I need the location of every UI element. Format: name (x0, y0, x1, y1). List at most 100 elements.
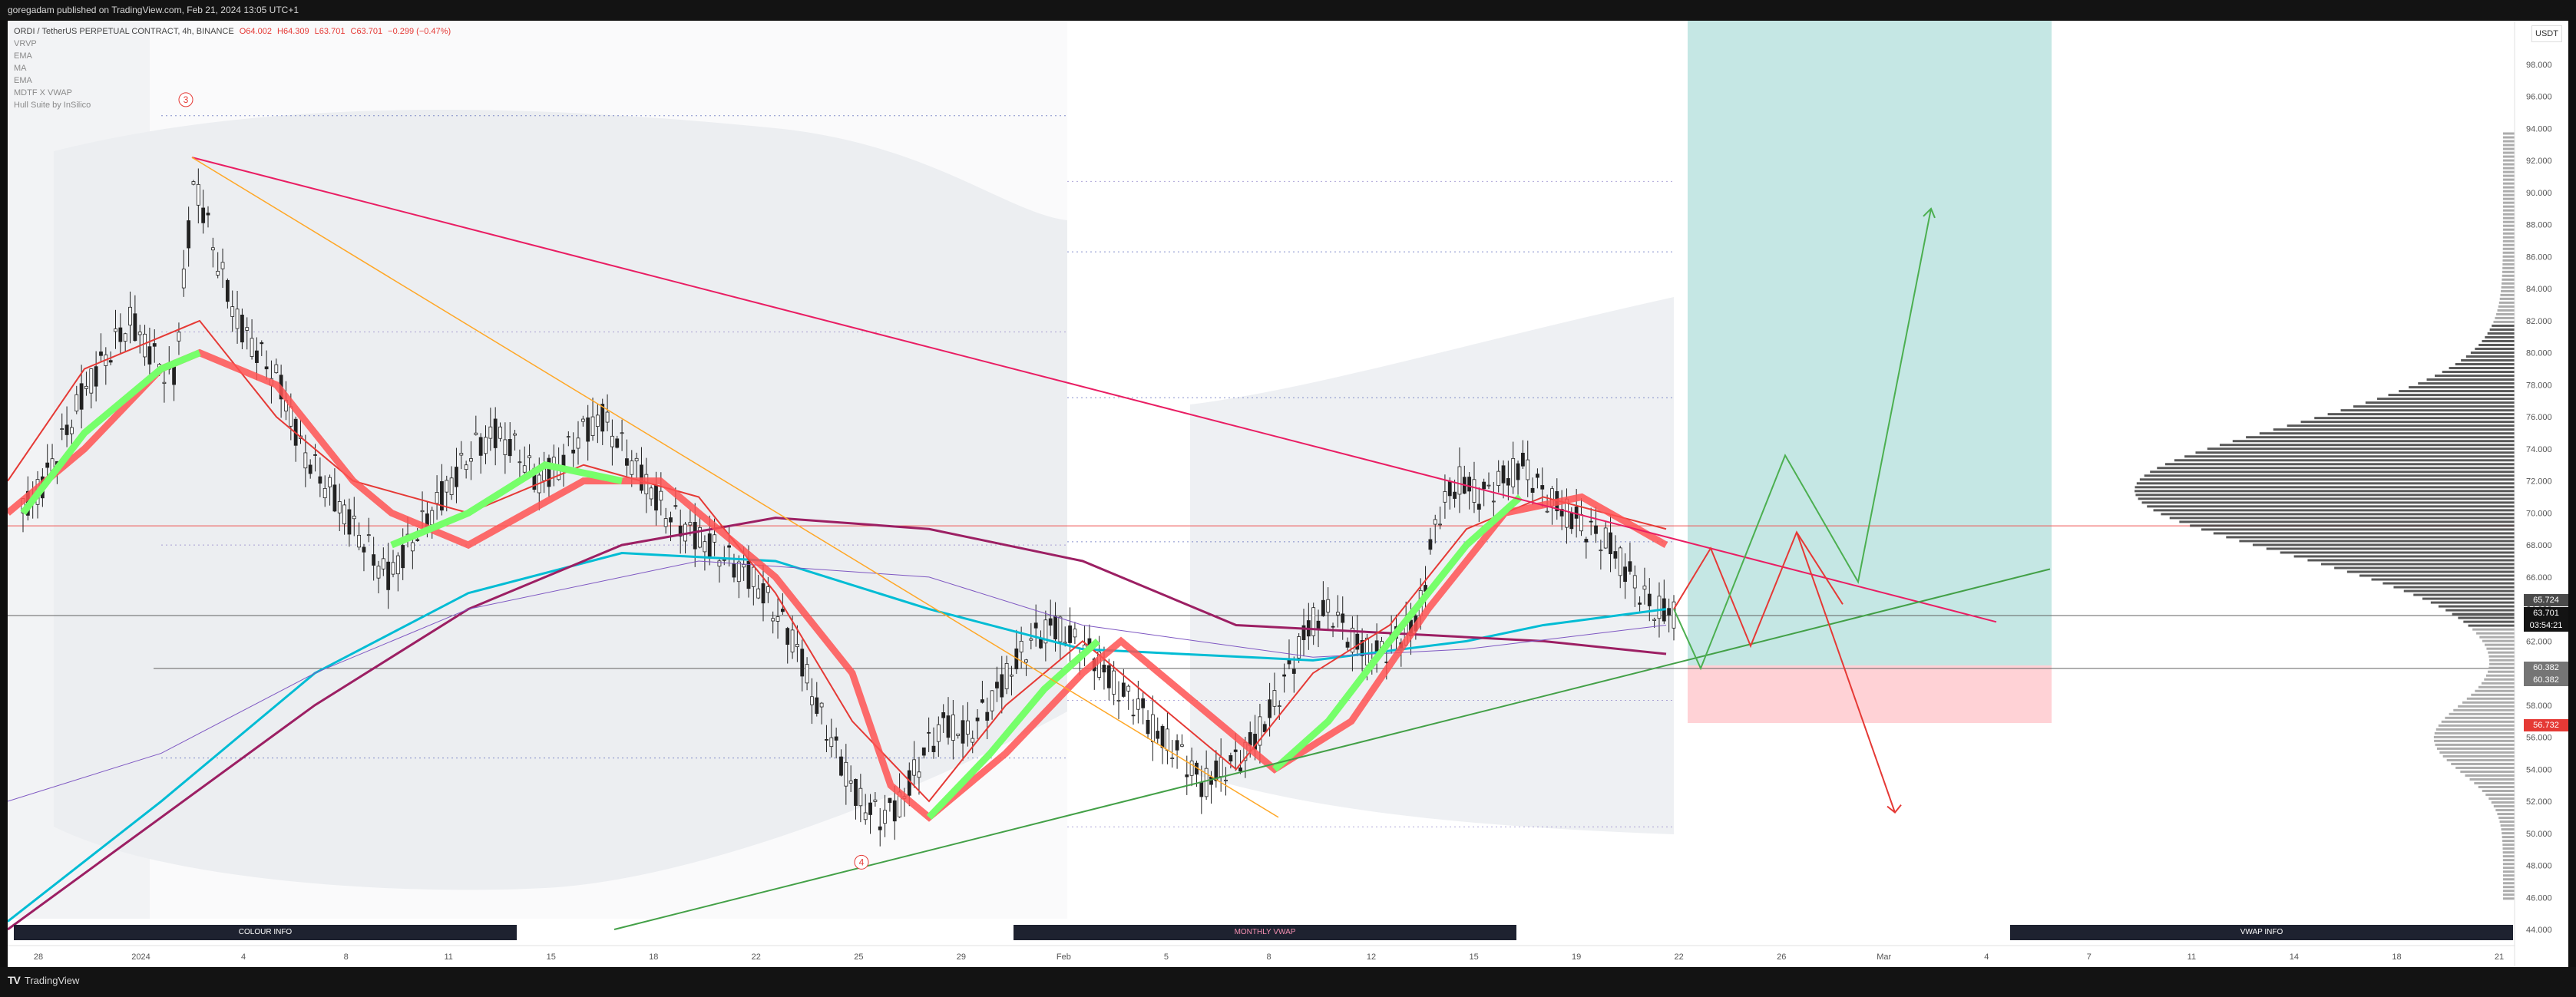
volume-profile-bar (2442, 754, 2515, 758)
volume-profile-bar (2486, 647, 2515, 650)
candle-body (508, 439, 512, 457)
volume-profile-bar (2259, 432, 2515, 435)
chart-canvas[interactable]: 3498.00096.00094.00092.00090.00088.00086… (8, 21, 2568, 967)
volume-profile-bar (2232, 440, 2515, 443)
candle-body (985, 711, 990, 721)
volume-profile-bar (2293, 555, 2515, 558)
volume-profile-bar (2478, 343, 2515, 346)
legend-change: −0.299 (−0.47%) (388, 27, 451, 36)
candle-body (1341, 613, 1345, 623)
volume-profile-bar (2300, 421, 2515, 424)
candle-body (1268, 699, 1271, 718)
volume-profile-bar (2499, 820, 2515, 824)
volume-profile-bar (2502, 867, 2515, 870)
candle-body (542, 468, 547, 481)
volume-profile-bar (2445, 716, 2515, 719)
volume-profile-bar (2475, 689, 2515, 692)
candle-body (634, 457, 639, 461)
legend-indicator-vrvp[interactable]: VRVP (14, 39, 37, 48)
candle-body (1501, 465, 1506, 484)
volume-profile-bar (2141, 501, 2515, 504)
time-tick-label: 12 (1367, 952, 1376, 962)
volume-profile-bar (2502, 278, 2515, 281)
price-tick-label: 68.000 (2526, 541, 2552, 550)
candle-body (1063, 642, 1067, 644)
volume-profile-bar (2502, 247, 2515, 250)
candle-body (245, 327, 250, 331)
volume-profile-bar (2174, 459, 2515, 462)
candle-body (1457, 466, 1462, 495)
candle-body (1345, 642, 1350, 648)
price-tick-label: 84.000 (2526, 285, 2552, 294)
volume-profile-bar (2491, 801, 2515, 804)
candle-body (1116, 699, 1121, 702)
volume-profile-bar (2502, 863, 2515, 866)
candle-body (1112, 670, 1116, 695)
hull-green-seg-1 (20, 349, 201, 516)
legend-indicator-ma[interactable]: MA (14, 64, 27, 73)
volume-profile-bar (2503, 144, 2515, 147)
candle-body (60, 428, 64, 430)
volume-profile-bar (2502, 213, 2515, 216)
candle-body (785, 628, 790, 645)
volume-profile-bar (2346, 570, 2515, 573)
candle-body (1613, 551, 1618, 559)
candle-body (401, 545, 405, 569)
candle-body (225, 279, 230, 302)
volume-profile-bar (2502, 840, 2515, 843)
candle-body (795, 644, 799, 648)
candle-body (216, 270, 220, 276)
currency-label[interactable]: USDT (2531, 25, 2562, 42)
volume-profile-bar (2184, 455, 2515, 458)
candle-body (571, 449, 576, 454)
candle-body (1360, 640, 1364, 656)
candle-body (1033, 622, 1038, 629)
candle-body (1476, 503, 1481, 510)
candle-body (659, 490, 663, 501)
candle-body (800, 649, 805, 677)
published-header: goregadam published on TradingView.com, … (0, 0, 2576, 20)
chart-area[interactable]: 3 4 98.000 96.000 94.000 92.000 90.000 88.000 86… (8, 21, 2568, 967)
legend-symbol[interactable]: ORDI / TetherUS PERPETUAL CONTRACT, 4h, … (14, 27, 234, 36)
volume-profile-bar (2493, 320, 2515, 323)
volume-profile-bar (2495, 316, 2515, 319)
time-tick-label: 21 (2495, 952, 2504, 962)
vwap-purple-line (8, 517, 1667, 931)
candle-body (1297, 636, 1301, 659)
candle-body (74, 394, 79, 412)
volume-profile-bar (2461, 359, 2515, 362)
long-target-zone (1688, 21, 2052, 665)
price-tick-label: 62.000 (2526, 637, 2552, 646)
candle-body (921, 747, 926, 756)
volume-profile-bar (2135, 490, 2515, 493)
candle-body (1579, 514, 1583, 532)
price-tick-label: 70.000 (2526, 509, 2552, 518)
candle-body (751, 566, 756, 587)
candle-body (951, 715, 955, 741)
candle-body (941, 712, 946, 718)
legend-indicator-ema-2[interactable]: EMA (14, 76, 32, 85)
legend-low: L63.701 (314, 27, 346, 36)
legend-indicator-mdtf-vwap[interactable]: MDTF X VWAP (14, 88, 72, 97)
candle-body (1351, 627, 1354, 653)
volume-profile-bar (2463, 620, 2515, 623)
legend-indicator-hull-suite[interactable]: Hull Suite by InSilico (14, 101, 91, 110)
tv-mark-icon: TV (8, 974, 21, 986)
candle-body (250, 338, 254, 357)
candle-body (1520, 452, 1525, 467)
volume-profile-bar (2371, 578, 2515, 581)
volume-profile-bar (2502, 832, 2515, 835)
candle-body (1048, 618, 1053, 626)
volume-profile-bar (2502, 262, 2515, 266)
volume-profile-bar (2314, 417, 2515, 420)
legend-indicator-ema[interactable]: EMA (14, 51, 32, 61)
candle-body (1584, 539, 1589, 543)
time-tick-label: 8 (1266, 952, 1271, 962)
tradingview-logo[interactable]: TV TradingView (8, 974, 79, 986)
volume-profile-bar (2435, 375, 2515, 378)
time-tick-label: 29 (957, 952, 966, 962)
volume-profile-bar (2482, 639, 2515, 642)
candle-body (1214, 760, 1219, 781)
price-tick-label: 58.000 (2526, 702, 2552, 711)
volume-profile-bar (2501, 289, 2515, 292)
